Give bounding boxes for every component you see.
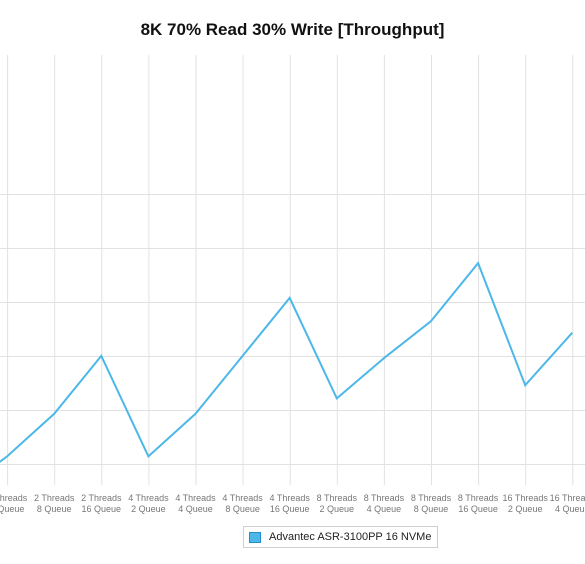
x-tick-label-line: 2 Threads xyxy=(81,493,122,503)
x-tick-label-line: 16 Threads xyxy=(550,493,585,503)
x-tick-label: 4 Threads 4 Queue xyxy=(175,493,216,514)
x-tick-label-line: 4 Threads xyxy=(128,493,169,503)
x-tick-label: 8 Threads 2 Queue xyxy=(317,493,358,514)
x-tick-label: 2 Threads 16 Queue xyxy=(81,493,122,514)
x-tick-label: 4 Threads 2 Queue xyxy=(128,493,169,514)
x-tick-label-line: 8 Threads xyxy=(317,493,358,503)
x-tick-label-line: 2 Threads xyxy=(0,493,28,503)
x-tick-label-line: 8 Queue xyxy=(225,504,260,514)
series-lines xyxy=(0,261,574,463)
chart-title: 8K 70% Read 30% Write [Throughput] xyxy=(140,20,445,39)
x-tick-label-line: 16 Queue xyxy=(270,504,310,514)
legend-swatch xyxy=(249,531,261,543)
legend: Advantec ASR-3100PP 16 NVMe xyxy=(243,526,439,548)
x-tick-label-line: 4 Queue xyxy=(178,504,213,514)
x-tick-label-line: 8 Threads xyxy=(364,493,405,503)
x-tick-label-line: 8 Queue xyxy=(37,504,72,514)
x-tick-label-line: 4 Queue xyxy=(555,504,585,514)
x-tick-label-line: 4 Queue xyxy=(0,504,24,514)
x-tick-label-line: 16 Queue xyxy=(82,504,122,514)
x-tick-label-line: 4 Threads xyxy=(222,493,263,503)
x-tick-label-line: 16 Queue xyxy=(458,504,498,514)
x-tick-label: 16 Threads 2 Queue xyxy=(503,493,549,514)
x-tick-label: 4 Threads 16 Queue xyxy=(270,493,311,514)
x-tick-label-line: 4 Queue xyxy=(367,504,402,514)
legend-label: Advantec ASR-3100PP 16 NVMe xyxy=(269,531,432,543)
x-tick-label: 2 Threads 8 Queue xyxy=(34,493,75,514)
x-tick-label-line: 2 Queue xyxy=(320,504,355,514)
x-tick-label: 8 Threads 16 Queue xyxy=(458,493,499,514)
x-tick-label-line: 4 Threads xyxy=(175,493,216,503)
gridlines xyxy=(0,55,585,485)
x-tick-label: 4 Threads 8 Queue xyxy=(222,493,263,514)
x-tick-label-line: 8 Threads xyxy=(411,493,452,503)
x-tick-label: 8 Threads 8 Queue xyxy=(411,493,452,514)
x-tick-label-line: 8 Threads xyxy=(458,493,499,503)
x-tick-label: 8 Threads 4 Queue xyxy=(364,493,405,514)
x-tick-label-line: 2 Threads xyxy=(34,493,75,503)
series-line xyxy=(0,261,574,463)
x-tick-label-line: 8 Queue xyxy=(414,504,449,514)
x-tick-label-line: 4 Threads xyxy=(270,493,311,503)
x-tick-label-line: 16 Threads xyxy=(503,493,549,503)
x-tick-label-line: 2 Queue xyxy=(508,504,543,514)
x-tick-label-line: 2 Queue xyxy=(131,504,166,514)
